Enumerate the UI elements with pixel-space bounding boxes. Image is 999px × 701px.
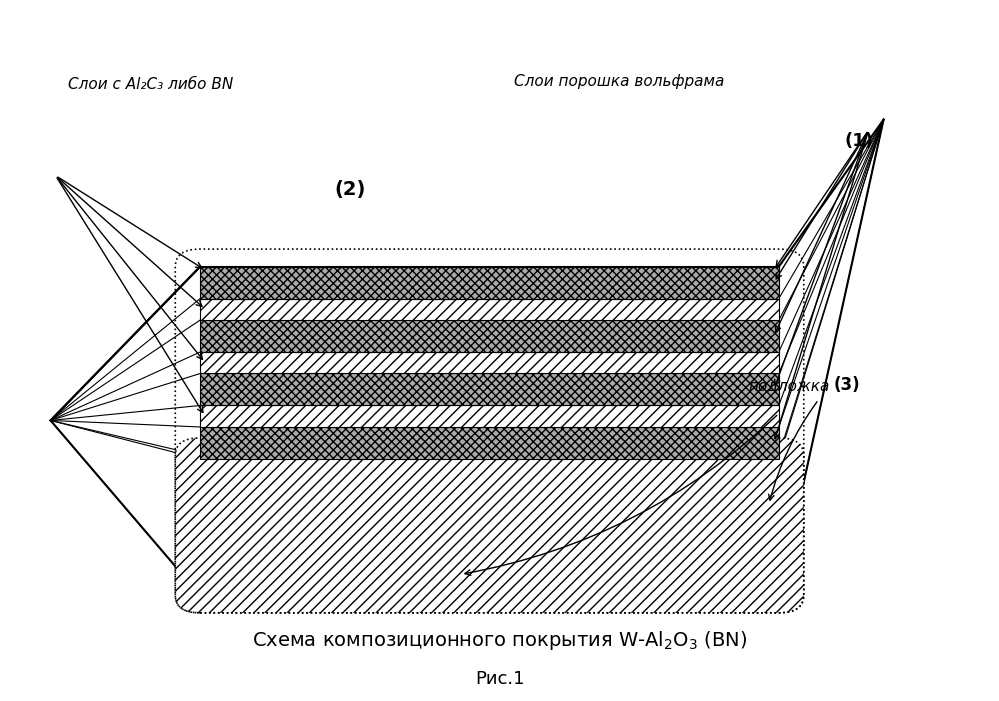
FancyBboxPatch shape bbox=[175, 438, 804, 613]
Text: (3): (3) bbox=[834, 376, 860, 395]
Bar bbox=[200, 266, 779, 299]
Bar bbox=[200, 427, 779, 459]
Text: подложка: подложка bbox=[749, 378, 830, 393]
Bar bbox=[200, 299, 779, 320]
Text: Слои порошка вольфрама: Слои порошка вольфрама bbox=[514, 74, 724, 88]
Text: (2): (2) bbox=[335, 180, 366, 199]
Bar bbox=[200, 320, 779, 352]
Text: Схема композиционного покрытия W-Al$_2$O$_3$ (BN): Схема композиционного покрытия W-Al$_2$O… bbox=[252, 629, 747, 653]
Bar bbox=[200, 374, 779, 405]
Bar bbox=[200, 405, 779, 427]
Text: (1): (1) bbox=[844, 132, 873, 149]
Text: Рис.1: Рис.1 bbox=[475, 670, 524, 688]
Text: Слои с Al₂C₃ либо BN: Слои с Al₂C₃ либо BN bbox=[68, 77, 233, 92]
Bar bbox=[200, 352, 779, 374]
